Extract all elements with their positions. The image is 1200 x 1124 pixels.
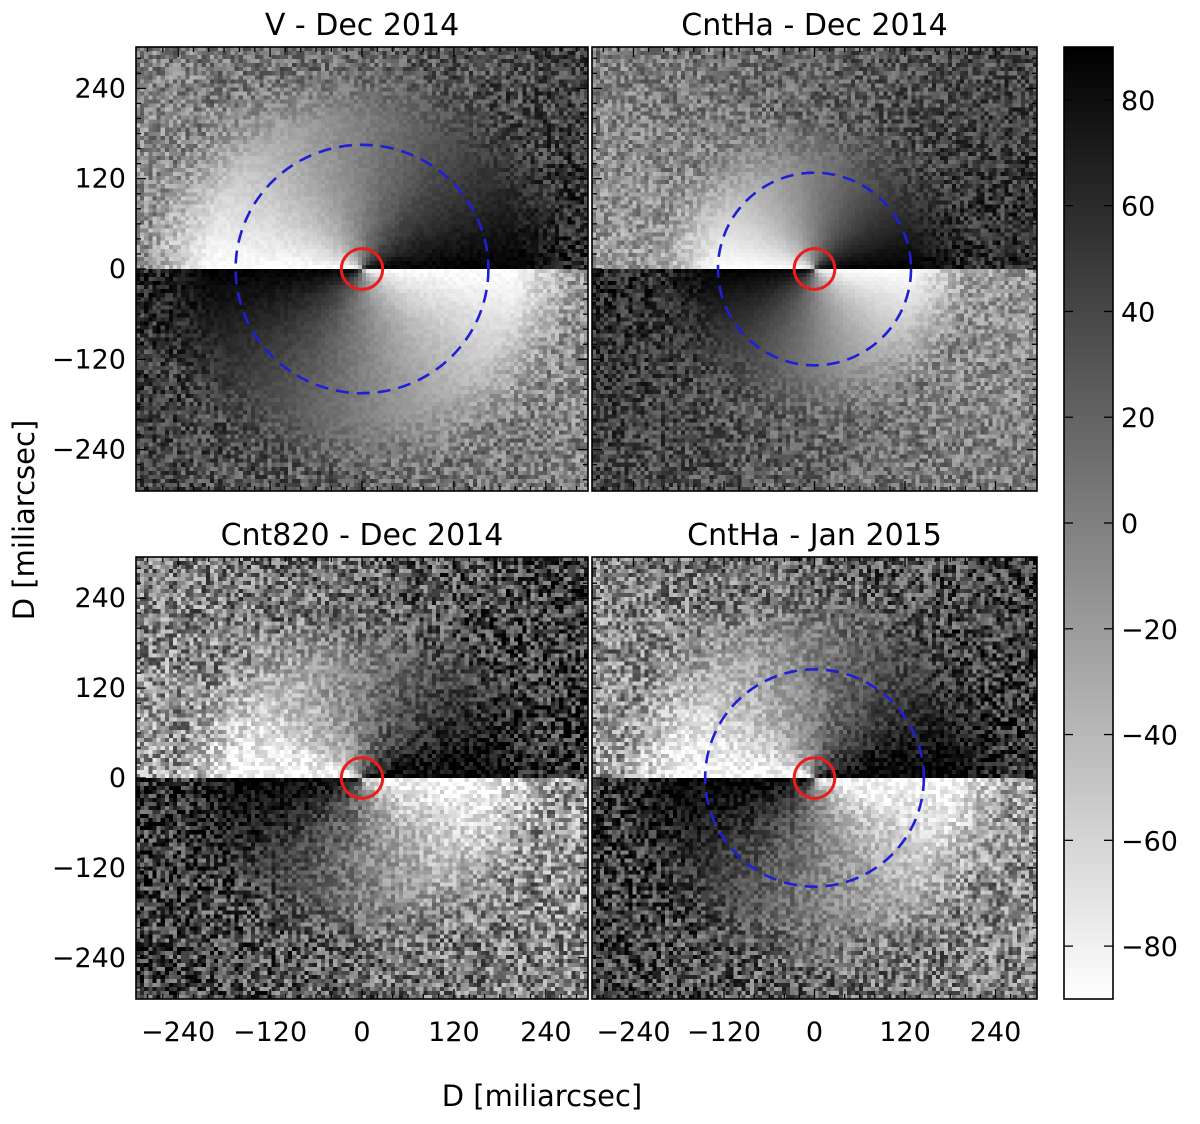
- panel-1-red-circle: [339, 247, 385, 291]
- panel-4-red-circle: [792, 756, 837, 800]
- x-tick-label: 0: [353, 1017, 370, 1048]
- y-tick-label: −240: [52, 943, 126, 974]
- panel-1: V - Dec 2014 240 120 0 −120 −240: [52, 8, 589, 492]
- colorbar-tick-label: −80: [1121, 932, 1178, 963]
- panel-1-map: [136, 47, 588, 491]
- panel-3: Cnt820 - Dec 2014 240 120 0 −120 −240 −240 −120…: [52, 518, 589, 1048]
- panel-4-ticks: [592, 557, 1037, 999]
- colorbar-tick-label: 40: [1121, 297, 1155, 328]
- colorbar-tick-label: −20: [1121, 615, 1178, 646]
- colorbar-tick-label: 0: [1121, 509, 1138, 540]
- colorbar-tick-label: 60: [1121, 192, 1155, 223]
- y-tick-label: 120: [74, 164, 126, 195]
- panel-2-title: CntHa - Dec 2014: [681, 8, 948, 43]
- x-tick-label: −120: [233, 1017, 307, 1048]
- axis-labels: D [miliarcsec] D [miliarcsec]: [7, 420, 642, 1113]
- panel-2-ticks: [592, 47, 1037, 491]
- panel-1-ticks: [136, 47, 588, 491]
- x-tick-label: 120: [879, 1017, 931, 1048]
- x-tick-label: −240: [141, 1017, 215, 1048]
- x-tick-label: −120: [687, 1017, 761, 1048]
- y-tick-label: 240: [74, 583, 126, 614]
- y-tick-label: −120: [52, 853, 126, 884]
- panel-4-map: [592, 557, 1037, 999]
- panel-2-map: [592, 47, 1037, 491]
- y-axis-label: D [miliarcsec]: [7, 420, 41, 621]
- x-axis-label: D [miliarcsec]: [442, 1079, 643, 1113]
- panel-1-title: V - Dec 2014: [265, 8, 459, 43]
- y-tick-label: 240: [74, 73, 126, 104]
- x-tick-label: 240: [520, 1017, 572, 1048]
- panel-3-ticks: [136, 557, 588, 999]
- y-tick-label: −240: [52, 435, 126, 466]
- x-tick-label: 240: [970, 1017, 1022, 1048]
- panel-4-title: CntHa - Jan 2015: [687, 518, 942, 553]
- colorbar-tick-label: 20: [1121, 403, 1155, 434]
- panel-2-red-circle: [792, 247, 837, 291]
- y-tick-label: 120: [74, 673, 126, 704]
- panel-4-dashed-circle: [703, 668, 926, 888]
- y-tick-label: 0: [109, 254, 126, 285]
- panel-3-title: Cnt820 - Dec 2014: [221, 518, 504, 553]
- panel-3-red-circle: [339, 756, 385, 800]
- x-tick-label: 0: [806, 1017, 823, 1048]
- panel-1-dashed-circle: [234, 143, 490, 395]
- x-tick-label: −240: [596, 1017, 670, 1048]
- colorbar-tick-label: −40: [1121, 721, 1178, 752]
- panel-2-dashed-circle: [716, 171, 913, 367]
- panel-4: CntHa - Jan 2015 −240 −120 0 120 240: [591, 518, 1038, 1048]
- y-tick-label: −120: [52, 344, 126, 375]
- colorbar-tick-label: −60: [1121, 826, 1178, 857]
- panel-2: CntHa - Dec 2014: [591, 8, 1038, 492]
- x-tick-label: 120: [428, 1017, 480, 1048]
- colorbar: 80 60 40 20 0 −20 −40 −60 −80: [1063, 46, 1178, 1000]
- panels-group: V - Dec 2014 240 120 0 −120 −240 CntHa - Dec 2…: [52, 8, 1038, 1048]
- y-tick-label: 0: [109, 763, 126, 794]
- panel-3-map: [136, 557, 588, 999]
- colorbar-tick-label: 80: [1121, 86, 1155, 117]
